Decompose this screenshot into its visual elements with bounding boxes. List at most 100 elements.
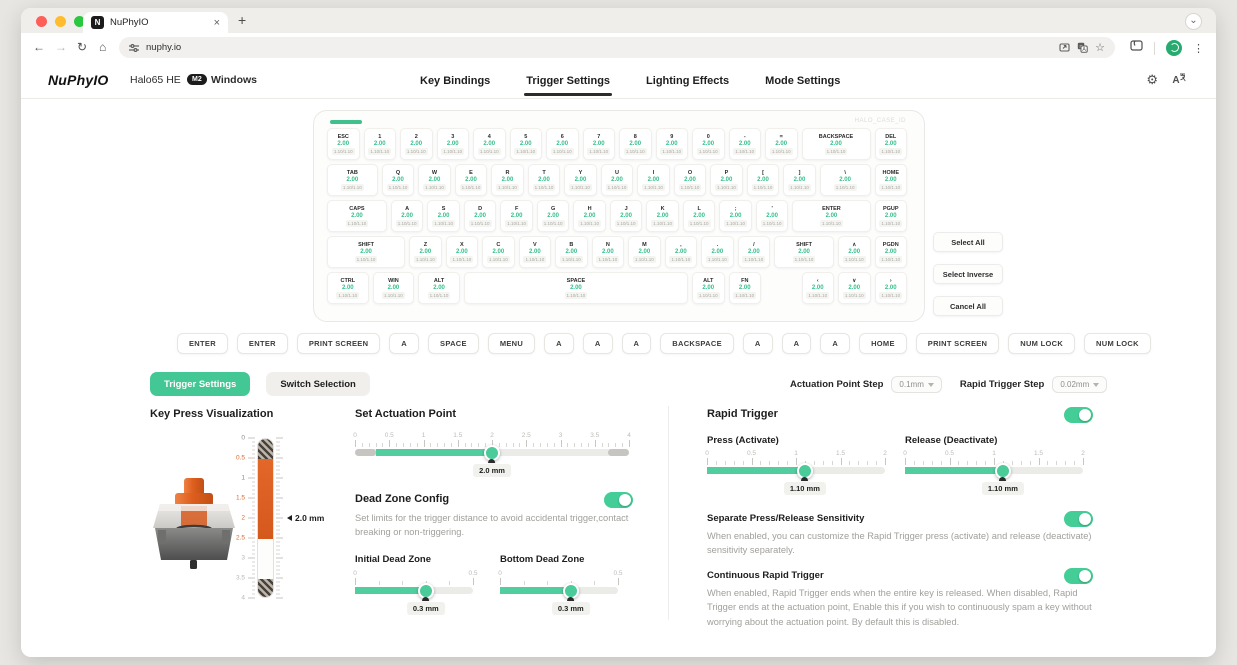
key-sym[interactable]: , 2.00 1.10/1.10 bbox=[664, 236, 698, 268]
key-u[interactable]: U 2.00 1.10/1.10 bbox=[600, 164, 634, 196]
key-b[interactable]: B 2.00 1.10/1.10 bbox=[555, 236, 588, 268]
nav-lighting-effects[interactable]: Lighting Effects bbox=[646, 74, 730, 87]
key-j[interactable]: J 2.00 1.10/1.10 bbox=[609, 200, 643, 232]
key-l[interactable]: L 2.00 1.10/1.10 bbox=[682, 200, 716, 232]
key-f[interactable]: F 2.00 1.10/1.10 bbox=[500, 200, 533, 232]
home-icon[interactable]: ⌂ bbox=[99, 40, 107, 54]
back-icon[interactable]: ← bbox=[33, 40, 45, 54]
binding-enter-button[interactable]: ENTER bbox=[177, 333, 228, 354]
key-shift[interactable]: SHIFT 2.00 1.10/1.10 bbox=[327, 236, 406, 268]
open-in-window-icon[interactable] bbox=[1059, 42, 1070, 53]
key-v[interactable]: V 2.00 1.10/1.10 bbox=[518, 236, 552, 268]
key-5[interactable]: 5 2.00 1.10/1.10 bbox=[509, 128, 542, 160]
dead-zone-toggle[interactable] bbox=[604, 492, 633, 508]
key-0[interactable]: 0 2.00 1.10/1.10 bbox=[692, 128, 725, 160]
select-inverse-button[interactable]: Select Inverse bbox=[933, 264, 1003, 284]
slider-track[interactable] bbox=[355, 444, 629, 461]
key-enter[interactable]: ENTER 2.00 1.10/1.10 bbox=[792, 200, 871, 232]
key-alt[interactable]: ALT 2.00 1.10/1.10 bbox=[418, 272, 460, 304]
key-shift[interactable]: SHIFT 2.00 1.10/1.10 bbox=[774, 236, 834, 268]
key-x[interactable]: X 2.00 1.10/1.10 bbox=[445, 236, 479, 268]
address-bar[interactable]: nuphy.io ≡A ☆ bbox=[119, 37, 1115, 58]
binding-space-button[interactable]: SPACE bbox=[428, 333, 479, 354]
translate-page-icon[interactable]: ≡A bbox=[1077, 42, 1088, 53]
cancel-all-button[interactable]: Cancel All bbox=[933, 296, 1003, 316]
binding-num-lock-button[interactable]: NUM LOCK bbox=[1008, 333, 1076, 354]
slider-track[interactable] bbox=[355, 582, 473, 599]
key-c[interactable]: C 2.00 1.10/1.10 bbox=[482, 236, 515, 268]
extension-icon[interactable] bbox=[1166, 40, 1182, 56]
binding-a-button[interactable]: A bbox=[621, 333, 652, 354]
tab-switch-selection[interactable]: Switch Selection bbox=[266, 372, 370, 396]
key-r[interactable]: R 2.00 1.10/1.10 bbox=[491, 164, 524, 196]
binding-a-button[interactable]: A bbox=[582, 333, 613, 354]
forward-icon[interactable]: → bbox=[55, 40, 67, 54]
select-all-button[interactable]: Select All bbox=[933, 232, 1003, 252]
minimize-window-button[interactable] bbox=[55, 16, 66, 27]
reload-icon[interactable]: ↻ bbox=[77, 40, 88, 54]
key-sym[interactable]: ] 2.00 1.10/1.10 bbox=[783, 164, 816, 196]
binding-a-button[interactable]: A bbox=[781, 333, 812, 354]
key-z[interactable]: Z 2.00 1.10/1.10 bbox=[409, 236, 442, 268]
url-text[interactable]: nuphy.io bbox=[146, 42, 182, 53]
os-mode-label[interactable]: Windows bbox=[211, 74, 257, 86]
binding-num-lock-button[interactable]: NUM LOCK bbox=[1084, 333, 1151, 354]
key-pgup[interactable]: PGUP 2.00 1.10/1.10 bbox=[874, 200, 907, 232]
key-9[interactable]: 9 2.00 1.10/1.10 bbox=[655, 128, 688, 160]
key-y[interactable]: Y 2.00 1.10/1.10 bbox=[564, 164, 597, 196]
key-k[interactable]: K 2.00 1.10/1.10 bbox=[646, 200, 679, 232]
key-e[interactable]: E 2.00 1.10/1.10 bbox=[454, 164, 488, 196]
side-panel-icon[interactable] bbox=[1130, 39, 1143, 57]
key-i[interactable]: I 2.00 1.10/1.10 bbox=[637, 164, 670, 196]
close-window-button[interactable] bbox=[36, 16, 47, 27]
key-sym[interactable]: = 2.00 1.10/1.10 bbox=[765, 128, 798, 160]
key-sym[interactable]: › 2.00 1.10/1.10 bbox=[874, 272, 907, 304]
key-fn[interactable]: FN 2.00 1.10/1.10 bbox=[728, 272, 761, 304]
nav-mode-settings[interactable]: Mode Settings bbox=[765, 74, 841, 87]
rapid-trigger-step-select[interactable]: 0.02mm bbox=[1052, 376, 1108, 393]
binding-a-button[interactable]: A bbox=[389, 333, 420, 354]
key-sym[interactable]: ∧ 2.00 1.10/1.10 bbox=[838, 236, 871, 268]
browser-menu-icon[interactable]: ⋮ bbox=[1193, 42, 1204, 55]
slider-track[interactable] bbox=[905, 462, 1083, 479]
binding-print-screen-button[interactable]: PRINT SCREEN bbox=[915, 333, 1000, 354]
binding-menu-button[interactable]: MENU bbox=[487, 333, 536, 354]
browser-tab[interactable]: N NuPhyIO × bbox=[83, 12, 228, 33]
key-space[interactable]: SPACE 2.00 1.10/1.10 bbox=[463, 272, 688, 304]
separate-sensitivity-toggle[interactable] bbox=[1064, 511, 1093, 527]
key-p[interactable]: P 2.00 1.10/1.10 bbox=[710, 164, 743, 196]
slider-track[interactable] bbox=[707, 462, 885, 479]
key-h[interactable]: H 2.00 1.10/1.10 bbox=[573, 200, 606, 232]
key-6[interactable]: 6 2.00 1.10/1.10 bbox=[546, 128, 579, 160]
site-settings-icon[interactable] bbox=[129, 43, 139, 53]
key-sym[interactable]: \ 2.00 1.10/1.10 bbox=[819, 164, 871, 196]
binding-a-button[interactable]: A bbox=[544, 333, 574, 354]
key-sym[interactable]: ' 2.00 1.10/1.10 bbox=[755, 200, 789, 232]
key-caps[interactable]: CAPS 2.00 1.10/1.10 bbox=[327, 200, 387, 232]
continuous-rapid-trigger-toggle[interactable] bbox=[1064, 568, 1093, 584]
key-esc[interactable]: ESC 2.00 1.10/1.10 bbox=[327, 128, 360, 160]
new-tab-button[interactable]: + bbox=[238, 12, 247, 28]
tab-trigger-settings[interactable]: Trigger Settings bbox=[150, 372, 251, 396]
binding-enter-button[interactable]: ENTER bbox=[236, 333, 288, 354]
key-m[interactable]: M 2.00 1.10/1.10 bbox=[628, 236, 661, 268]
key-tab[interactable]: TAB 2.00 1.10/1.10 bbox=[327, 164, 378, 196]
key-sym[interactable]: / 2.00 1.10/1.10 bbox=[737, 236, 771, 268]
key-del[interactable]: DEL 2.00 1.10/1.10 bbox=[874, 128, 907, 160]
settings-gear-icon[interactable]: ⚙ bbox=[1146, 72, 1158, 87]
key-ctrl[interactable]: CTRL 2.00 1.10/1.10 bbox=[327, 272, 369, 304]
rapid-trigger-toggle[interactable] bbox=[1064, 407, 1093, 423]
key-d[interactable]: D 2.00 1.10/1.10 bbox=[463, 200, 497, 232]
slider-track[interactable] bbox=[500, 582, 618, 599]
binding-print-screen-button[interactable]: PRINT SCREEN bbox=[296, 333, 381, 354]
bookmark-star-icon[interactable]: ☆ bbox=[1095, 42, 1105, 54]
binding-home-button[interactable]: HOME bbox=[859, 333, 907, 354]
key-a[interactable]: A 2.00 1.10/1.10 bbox=[390, 200, 424, 232]
binding-a-button[interactable]: A bbox=[742, 333, 773, 354]
nav-trigger-settings[interactable]: Trigger Settings bbox=[524, 74, 612, 96]
key-q[interactable]: Q 2.00 1.10/1.10 bbox=[381, 164, 415, 196]
key-1[interactable]: 1 2.00 1.10/1.10 bbox=[363, 128, 396, 160]
device-name[interactable]: Halo65 HE bbox=[130, 74, 181, 86]
key-sym[interactable]: - 2.00 1.10/1.10 bbox=[728, 128, 761, 160]
binding-backspace-button[interactable]: BACKSPACE bbox=[660, 333, 734, 354]
